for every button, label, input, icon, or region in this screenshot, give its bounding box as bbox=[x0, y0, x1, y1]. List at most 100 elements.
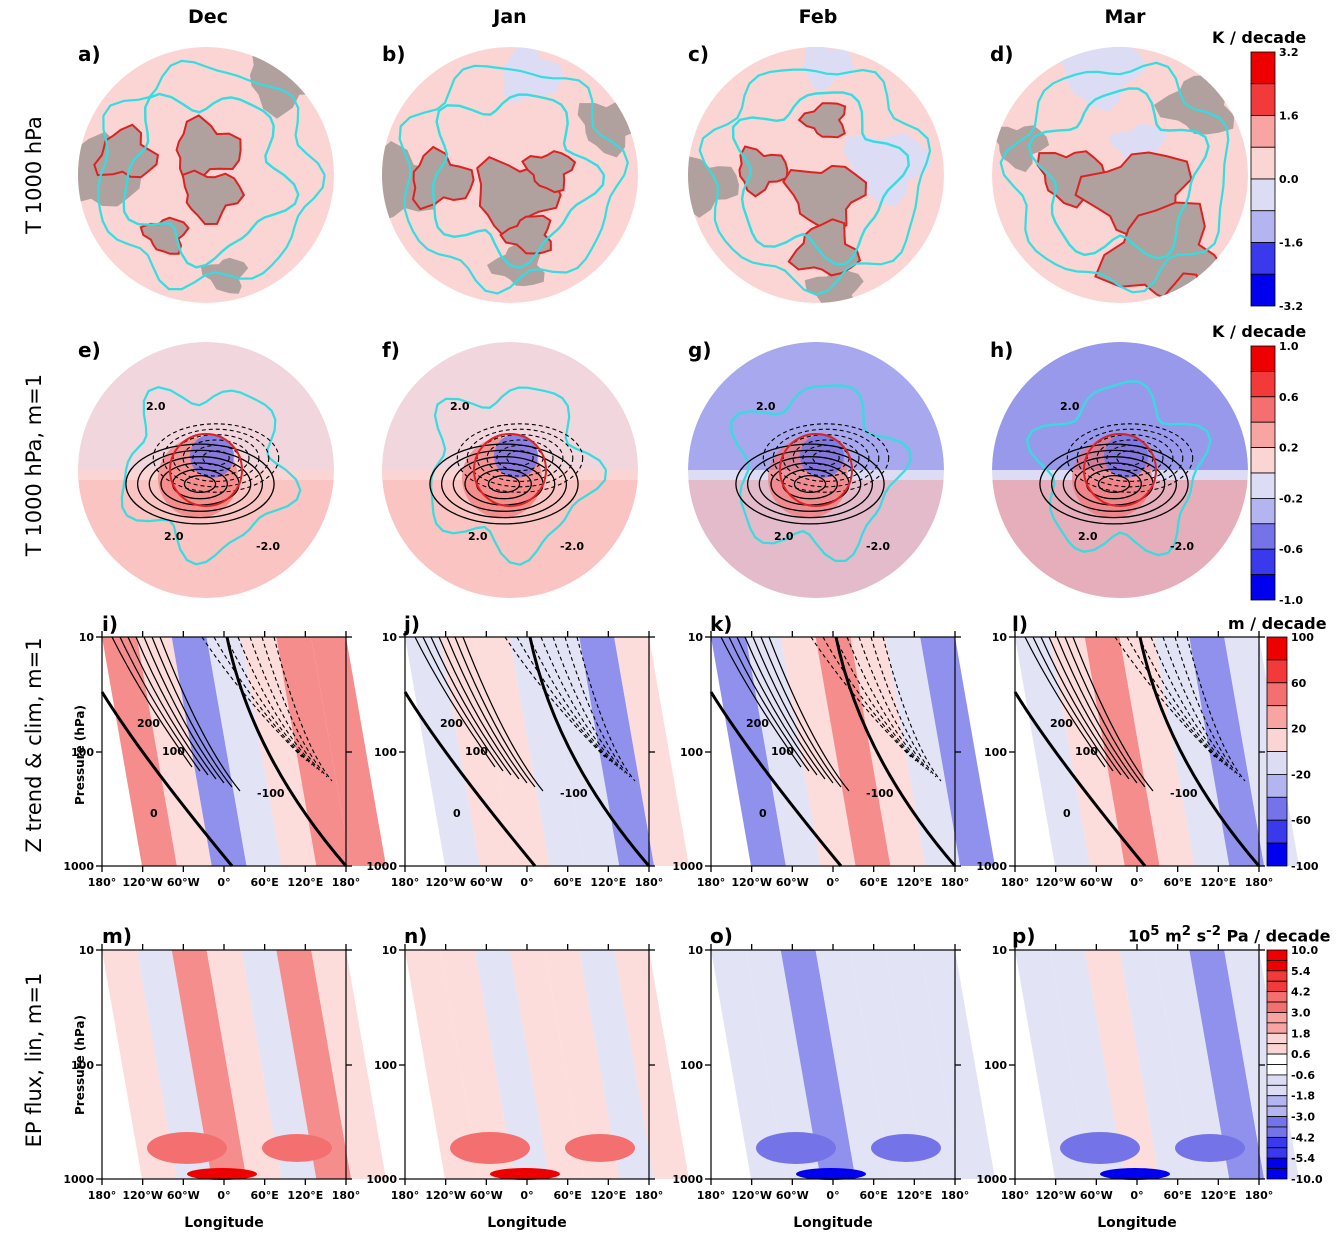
colorbar-tick-label: 0.6 bbox=[1279, 391, 1299, 404]
longitude-tick-label: 60°W bbox=[776, 876, 809, 889]
longitude-tick-label: 60°E bbox=[860, 876, 888, 889]
month-header-mar: Mar bbox=[1104, 6, 1145, 28]
colorbar-unit-row4: 105 m2 s-2 Pa / decade bbox=[1128, 924, 1331, 945]
lower-tropospheric-anomaly bbox=[450, 1132, 530, 1164]
colorbar-tick-label: 1.0 bbox=[1279, 340, 1299, 353]
longitude-tick-label: 0° bbox=[217, 1189, 230, 1202]
longitude-tick-label: 180° bbox=[635, 1189, 663, 1202]
colorbar-swatch bbox=[1251, 575, 1275, 600]
map-field: 2.02.0-2.0 bbox=[992, 342, 1248, 608]
lower-tropospheric-anomaly bbox=[147, 1132, 227, 1164]
longitude-tick-label: 60°W bbox=[1080, 876, 1113, 889]
colorbar-tick-label: -5.4 bbox=[1291, 1152, 1315, 1165]
longitude-tick-label: 60°E bbox=[1164, 876, 1192, 889]
polar-map-g: 2.02.0-2.0 bbox=[686, 340, 946, 600]
cross-section-l: 2001000-100101001000180° 120°W 60°W 0° 60°E 1… bbox=[1015, 637, 1259, 866]
colorbar-tick-label: -60 bbox=[1291, 814, 1311, 827]
colorbar-tick-label: 20 bbox=[1291, 723, 1307, 736]
longitude-tick-label: 180° bbox=[1001, 1189, 1029, 1202]
colorbar-tick-label: 0.0 bbox=[1279, 173, 1299, 186]
longitude-tick-label: 120°W bbox=[425, 1189, 466, 1202]
contour-label: 100 bbox=[771, 745, 794, 758]
longitude-tick-label: 0° bbox=[520, 876, 533, 889]
row-label-t1000: T 1000 hPa bbox=[22, 116, 46, 234]
colorbar-row2: 1.00.60.2-0.2-0.6-1.0 bbox=[1251, 346, 1275, 600]
colorbar-swatch bbox=[1251, 549, 1275, 574]
panel-letter-k: k) bbox=[710, 612, 732, 636]
cross-section-m: 101001000180° 120°W 60°W 0° 60°E 120°E 180° bbox=[102, 950, 346, 1179]
colorbar-swatch bbox=[1267, 1033, 1287, 1043]
polar-map-c bbox=[686, 45, 946, 305]
colorbar-swatch bbox=[1267, 1044, 1287, 1054]
polar-map-d bbox=[990, 45, 1250, 305]
colorbar-swatch bbox=[1267, 950, 1287, 960]
colorbar-swatch bbox=[1267, 1002, 1287, 1012]
longitude-tick-label: 120°E bbox=[896, 876, 932, 889]
colorbar-tick-label: -20 bbox=[1291, 768, 1311, 781]
lower-tropospheric-anomaly bbox=[871, 1134, 941, 1162]
longitude-tick-label: 60°W bbox=[167, 876, 200, 889]
longitude-tick-label: 180° bbox=[941, 1189, 969, 1202]
longitude-tick-label: 0° bbox=[520, 1189, 533, 1202]
colorbar-tick-label: 3.2 bbox=[1279, 46, 1299, 59]
colorbar-swatch bbox=[1251, 243, 1275, 275]
contour-label: 2.0 bbox=[1078, 530, 1098, 543]
month-header-jan: Jan bbox=[493, 6, 526, 28]
colorbar-swatch bbox=[1267, 729, 1287, 752]
colorbar-tick-label: 10.0 bbox=[1291, 944, 1318, 957]
colorbar-swatch bbox=[1267, 1065, 1287, 1075]
longitude-tick-label: 60°W bbox=[470, 1189, 503, 1202]
pressure-tick-label: 10 bbox=[992, 631, 1008, 644]
colorbar-swatch bbox=[1267, 1096, 1287, 1106]
contour-label: 200 bbox=[746, 717, 769, 730]
pressure-tick-label: 10 bbox=[79, 631, 95, 644]
colorbar-swatch bbox=[1267, 683, 1287, 706]
colorbar-swatch bbox=[1267, 1085, 1287, 1095]
map-field bbox=[51, 36, 334, 303]
pressure-tick-label: 1000 bbox=[63, 1173, 94, 1186]
colorbar-swatch bbox=[1251, 179, 1275, 211]
colorbar-swatch bbox=[1267, 706, 1287, 729]
colorbar-swatch bbox=[1251, 84, 1275, 116]
cross-section-o: 101001000180° 120°W 60°W 0° 60°E 120°E 180° bbox=[711, 950, 955, 1179]
contour-label: -100 bbox=[257, 787, 285, 800]
pressure-tick-label: 100 bbox=[374, 746, 397, 759]
longitude-tick-label: 0° bbox=[826, 876, 839, 889]
colorbar-swatch bbox=[1267, 1054, 1287, 1064]
contour-label: 2.0 bbox=[756, 400, 776, 413]
longitude-tick-label: 180° bbox=[941, 876, 969, 889]
pressure-tick-label: 100 bbox=[374, 1059, 397, 1072]
contour-label: 100 bbox=[162, 745, 185, 758]
longitude-tick-label: 0° bbox=[1130, 876, 1143, 889]
longitude-tick-label: 120°W bbox=[1035, 876, 1076, 889]
longitude-tick-label: 60°E bbox=[860, 1189, 888, 1202]
colorbar-unit-row2: K / decade bbox=[1212, 322, 1306, 341]
colorbar-swatch bbox=[1267, 660, 1287, 683]
longitude-tick-label: 180° bbox=[332, 1189, 360, 1202]
colorbar-swatch bbox=[1267, 752, 1287, 775]
colorbar-swatch bbox=[1267, 1106, 1287, 1116]
longitude-tick-label: 120°E bbox=[287, 876, 323, 889]
longitude-tick-label: 60°W bbox=[167, 1189, 200, 1202]
row-label-z-trend: Z trend & clim, m=1 bbox=[22, 637, 46, 852]
contour-label: 100 bbox=[465, 745, 488, 758]
colorbar-swatch bbox=[1251, 524, 1275, 549]
longitude-tick-label: 180° bbox=[697, 876, 725, 889]
month-header-feb: Feb bbox=[799, 6, 838, 28]
panel-letter-o: o) bbox=[710, 924, 733, 948]
contour-label: 2.0 bbox=[164, 530, 184, 543]
map-field: 2.02.0-2.0 bbox=[382, 342, 638, 608]
longitude-tick-label: 60°W bbox=[1080, 1189, 1113, 1202]
pressure-tick-label: 100 bbox=[984, 746, 1007, 759]
pressure-tick-label: 10 bbox=[382, 944, 398, 957]
field-layer bbox=[405, 950, 689, 1180]
colorbar-tick-label: -0.6 bbox=[1279, 543, 1303, 556]
colorbar-tick-label: -3.0 bbox=[1291, 1111, 1315, 1124]
colorbar-swatch bbox=[1251, 371, 1275, 396]
pressure-tick-label: 10 bbox=[79, 944, 95, 957]
colorbar-row1: 3.21.60.0-1.6-3.2 bbox=[1251, 52, 1275, 306]
pressure-axis-label: Pressure (hPa) bbox=[73, 1015, 87, 1115]
pressure-tick-label: 10 bbox=[382, 631, 398, 644]
colorbar-swatch bbox=[1267, 1012, 1287, 1022]
cross-section-j: 2001000-100101001000180° 120°W 60°W 0° 60°E 1… bbox=[405, 637, 649, 866]
